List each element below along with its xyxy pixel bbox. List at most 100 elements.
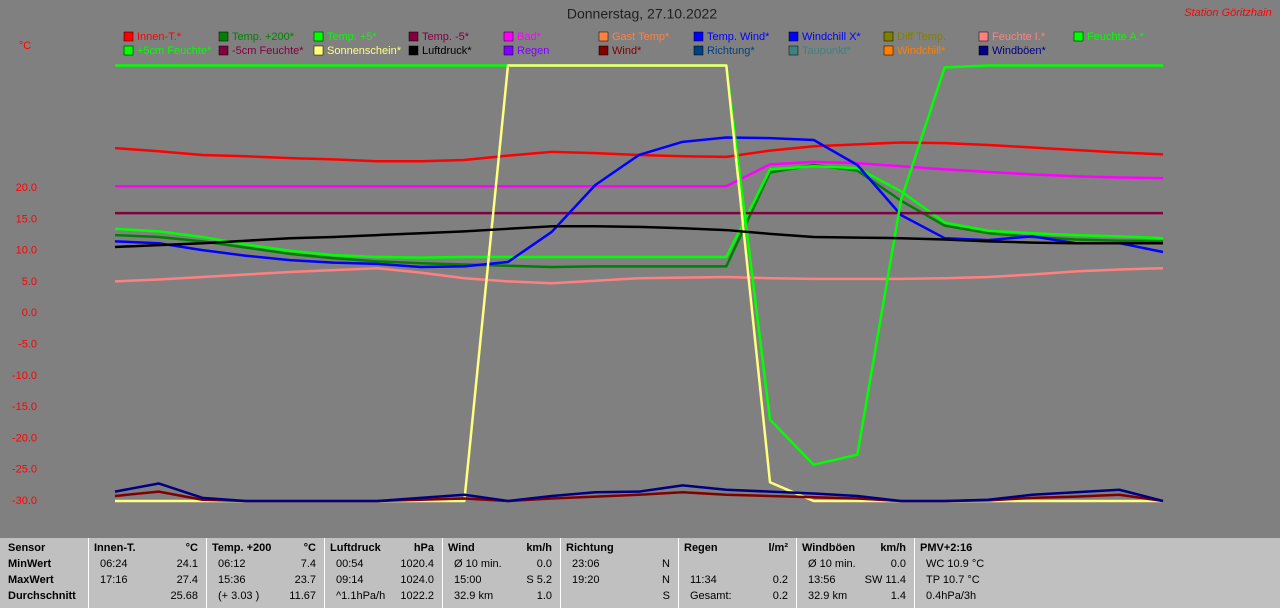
cell-right: N (662, 558, 670, 570)
legend-label: Temp. +5* (327, 31, 378, 43)
cell-right: 0.2 (772, 574, 788, 586)
legend-swatch (693, 31, 704, 42)
legend-swatch (693, 45, 704, 56)
series-line (114, 225, 1163, 249)
cell-right: 0.2 (772, 590, 788, 602)
cell-right: 11.67 (289, 590, 316, 602)
cell-left: 15:00 (454, 574, 482, 586)
legend-label: Feuchte I.* (992, 31, 1046, 43)
cell-right: N (662, 574, 670, 586)
legend-label: Feuchte A.* (1087, 31, 1145, 43)
cell-left: 13:56 (808, 574, 836, 586)
legend-swatch (408, 45, 419, 56)
cell-right: 25.68 (170, 590, 198, 602)
series-line (114, 141, 1164, 163)
legend-swatch (123, 45, 134, 56)
cell-right: 1.4 (890, 590, 906, 602)
y-tick-label: -5.0 (18, 338, 37, 350)
group-name: PMV+2:16 (920, 542, 973, 554)
legend-swatch (883, 31, 894, 42)
legend-label: Diff Temp. (897, 31, 946, 43)
series-line (114, 164, 1164, 259)
legend-swatch (503, 31, 514, 42)
legend-label: Windböen* (992, 45, 1047, 57)
separator (796, 538, 797, 608)
group-name: Innen-T. (94, 542, 136, 554)
separator (206, 538, 207, 608)
series-line (114, 266, 1164, 285)
legend-swatch (218, 31, 229, 42)
separator (88, 538, 89, 608)
y-tick-label: 5.0 (22, 276, 37, 288)
legend-label: +5cm Feuchte* (137, 45, 212, 57)
legend-swatch (503, 45, 514, 56)
cell-right: S 5.2 (526, 574, 552, 586)
group-unit: hPa (413, 542, 434, 554)
legend-swatch (1073, 31, 1084, 42)
separator (914, 538, 915, 608)
legend-label: Sonnenschein* (327, 45, 402, 57)
cell-right: 1024.0 (400, 574, 434, 586)
cell-left: 32.9 km (454, 590, 494, 602)
series-line (114, 163, 1164, 269)
y-tick-label: -25.0 (12, 464, 37, 476)
cell-right: S (662, 590, 670, 602)
cell-left: 17:16 (100, 574, 128, 586)
cell-left: TP 10.7 °C (926, 574, 980, 586)
cell-right: 23.7 (294, 574, 316, 586)
cell-left: ^1.1hPa/h (336, 590, 386, 602)
legend-swatch (883, 45, 894, 56)
chart: Donnerstag, 27.10.2022 Station Göritzhai… (12, 6, 1272, 507)
group-unit: l/m² (768, 542, 788, 554)
legend-label: Innen-T.* (137, 31, 182, 43)
legend-label: Windchill X* (802, 31, 861, 43)
legend-label: Temp. -5* (422, 31, 470, 43)
legend-swatch (978, 31, 989, 42)
cell-right: 7.4 (300, 558, 316, 570)
legend-label: Gast Temp* (612, 31, 670, 43)
legend-label: Bad* (517, 31, 542, 43)
legend-swatch (598, 31, 609, 42)
y-tick-label: -15.0 (12, 401, 37, 413)
y-tick-label: -10.0 (12, 370, 37, 382)
group-unit: km/h (526, 542, 552, 554)
legend-swatch (313, 31, 324, 42)
station-name: Station Göritzhain (1184, 7, 1271, 19)
legend-label: Richtung* (707, 45, 755, 57)
y-tick-label: 0.0 (22, 307, 37, 319)
y-tick-label: 20.0 (16, 182, 37, 194)
separator (324, 538, 325, 608)
separator (678, 538, 679, 608)
cell-left: 11:34 (690, 574, 717, 586)
cell-left: 19:20 (572, 574, 600, 586)
legend-swatch (408, 31, 419, 42)
y-tick-label: 10.0 (16, 245, 37, 257)
cell-left: 06:12 (218, 558, 246, 570)
cell-right: 1020.4 (400, 558, 434, 570)
separator (442, 538, 443, 608)
cell-right: 27.4 (176, 574, 198, 586)
legend-label: Wind* (612, 45, 642, 57)
cell-left: Ø 10 min. (808, 558, 856, 570)
cell-left: (+ 3.03 ) (218, 590, 260, 602)
y-tick-label: -30.0 (12, 495, 37, 507)
cell-right: 1022.2 (400, 590, 434, 602)
cell-left: Gesamt: (690, 590, 732, 602)
cell-left: 00:54 (336, 558, 364, 570)
legend-label: Luftdruck* (422, 45, 472, 57)
cell-left: 06:24 (100, 558, 128, 570)
series-line (115, 160, 1164, 188)
chart-title: Donnerstag, 27.10.2022 (567, 6, 717, 22)
cell-right: SW 11.4 (864, 574, 906, 586)
group-name: Luftdruck (330, 542, 381, 554)
legend-label: -5cm Feuchte* (232, 45, 304, 57)
series-line (115, 64, 1163, 503)
series-line (115, 64, 1163, 466)
cell-left: 09:14 (336, 574, 364, 586)
y-tick-label: -20.0 (12, 432, 37, 444)
cell-right: 1.0 (536, 590, 552, 602)
legend-label: Temp. Wind* (707, 31, 770, 43)
cell-right: 0.0 (536, 558, 552, 570)
legend-swatch (598, 45, 609, 56)
legend-label: Taupunkt* (802, 45, 852, 57)
